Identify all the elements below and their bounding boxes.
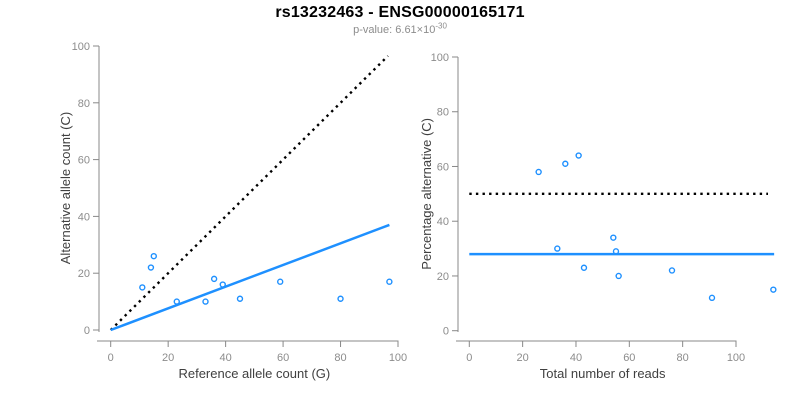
y-tick-label: 40 bbox=[437, 216, 449, 228]
data-point bbox=[535, 168, 542, 176]
data-point bbox=[562, 160, 569, 167]
data-point bbox=[173, 298, 180, 305]
data-point bbox=[615, 272, 622, 280]
y-tick-label: 60 bbox=[78, 155, 90, 167]
y-tick-label: 40 bbox=[78, 211, 90, 223]
y-axis-title: Percentage alternative (C) bbox=[419, 118, 434, 270]
pvalue-exponent: -30 bbox=[435, 21, 447, 31]
x-tick-label: 100 bbox=[727, 352, 745, 364]
x-tick-label: 40 bbox=[570, 352, 582, 364]
y-tick-label: 20 bbox=[437, 271, 449, 283]
x-tick-label: 100 bbox=[389, 352, 407, 364]
data-point bbox=[139, 284, 146, 291]
data-point bbox=[386, 278, 393, 285]
identity-reference-line bbox=[109, 55, 389, 331]
data-point bbox=[575, 152, 582, 159]
x-tick-label: 80 bbox=[334, 352, 346, 364]
y-tick-label: 60 bbox=[437, 161, 449, 173]
regression-fit-line bbox=[110, 223, 390, 332]
x-axis-title: Reference allele count (G) bbox=[178, 366, 330, 381]
x-tick-label: 40 bbox=[219, 352, 231, 364]
x-axis-title: Total number of reads bbox=[540, 366, 666, 381]
y-tick-label: 80 bbox=[437, 107, 449, 119]
y-tick-label: 20 bbox=[78, 268, 90, 280]
data-point bbox=[147, 264, 155, 271]
figure-subtitle: p-value: 6.61×10-30 bbox=[0, 21, 800, 36]
x-tick-label: 0 bbox=[466, 352, 472, 364]
data-point bbox=[612, 248, 620, 255]
data-point bbox=[554, 245, 561, 252]
panel-right: 0 20 40 60 80 100 0 20 40 60 80 100 Total number of … bbox=[419, 52, 777, 381]
data-point bbox=[219, 281, 226, 288]
x-tick-label: 20 bbox=[162, 352, 174, 364]
data-point bbox=[580, 264, 588, 271]
x-tick-label: 60 bbox=[277, 352, 289, 364]
y-tick-label: 100 bbox=[431, 52, 449, 64]
data-point bbox=[337, 295, 344, 302]
pvalue-text: p-value: 6.61×10 bbox=[353, 24, 436, 36]
x-tick-label: 80 bbox=[677, 352, 689, 364]
x-tick-label: 20 bbox=[517, 352, 529, 364]
figure-title: rs13232463 - ENSG00000165171 bbox=[275, 4, 525, 21]
data-point bbox=[210, 275, 218, 283]
y-tick-label: 0 bbox=[443, 326, 449, 338]
x-tick-label: 0 bbox=[108, 352, 114, 364]
y-tick-label: 80 bbox=[78, 98, 90, 110]
panel-left: 0 20 40 60 80 100 0 20 40 60 80 100 Reference allele… bbox=[58, 41, 407, 381]
y-tick-label: 100 bbox=[72, 41, 90, 53]
x-tick-label: 60 bbox=[623, 352, 635, 364]
data-point bbox=[150, 252, 157, 260]
y-tick-label: 0 bbox=[84, 325, 90, 337]
data-point bbox=[236, 295, 244, 302]
data-point bbox=[708, 294, 716, 302]
y-axis-title: Alternative allele count (C) bbox=[58, 112, 73, 264]
data-point bbox=[202, 298, 209, 305]
data-point bbox=[770, 286, 777, 293]
data-point bbox=[277, 278, 284, 285]
data-point bbox=[610, 234, 617, 241]
data-point bbox=[668, 267, 676, 274]
